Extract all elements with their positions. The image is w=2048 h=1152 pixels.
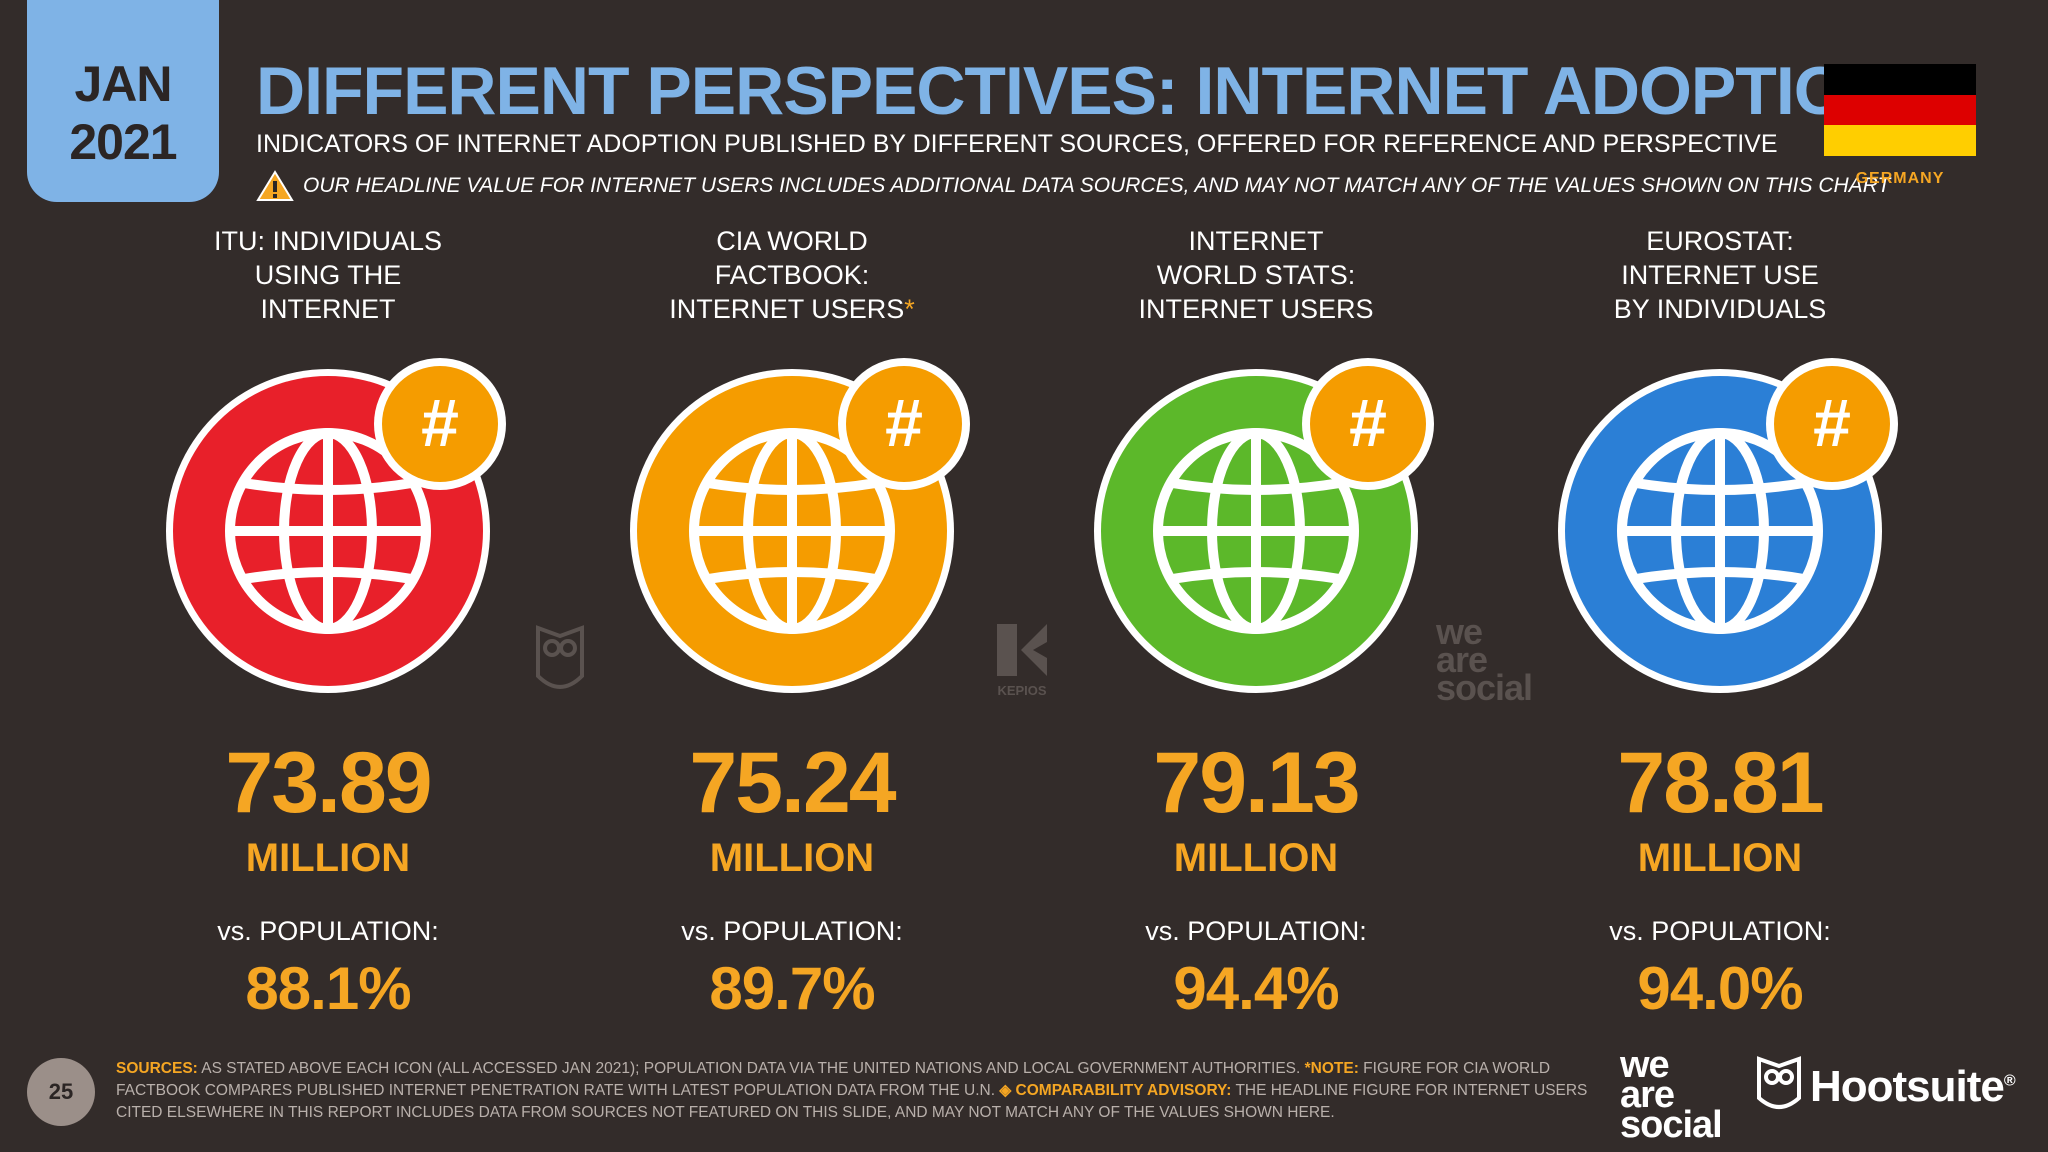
hootsuite-owl-watermark <box>536 625 584 689</box>
column-label-line: INTERNET USERS <box>1138 294 1374 324</box>
footer-sources: SOURCES: AS STATED ABOVE EACH ICON (ALL … <box>116 1058 1596 1124</box>
warning-text: OUR HEADLINE VALUE FOR INTERNET USERS IN… <box>303 174 1891 197</box>
icon-wrap: # <box>118 334 538 694</box>
warning-note: OUR HEADLINE VALUE FOR INTERNET USERS IN… <box>256 170 1890 208</box>
advisory-text: THE HEADLINE FIGURE FOR INTERNET USERS C… <box>116 1082 1588 1121</box>
column-label-text: INTERNET USERS <box>669 294 905 324</box>
column-label: ITU: INDIVIDUALS USING THE INTERNET <box>118 224 538 334</box>
column-label-line: INTERNET USE <box>1621 260 1819 290</box>
asterisk-mark: * <box>904 294 915 324</box>
hash-badge-icon: # <box>421 385 459 461</box>
column-vs-population: vs. POPULATION: <box>217 916 439 946</box>
germany-flag <box>1824 64 1976 156</box>
column-label-line: CIA WORLD <box>716 226 868 256</box>
flag-stripe-red <box>1824 94 1976 126</box>
date-year: 2021 <box>69 114 177 170</box>
column-label-line: BY INDIVIDUALS <box>1613 294 1827 324</box>
globe-icon: # <box>166 358 506 693</box>
indicator-column: ITU: INDIVIDUALS USING THE INTERNET #73.89 M… <box>118 224 538 1022</box>
we-are-social-watermark: we are social <box>1436 611 1533 708</box>
column-vs-population: vs. POPULATION: <box>1609 916 1831 946</box>
column-percentage: 88.1% <box>245 955 411 1022</box>
flag-stripe-black <box>1824 64 1976 95</box>
column-label-line: ITU: INDIVIDUALS <box>213 226 443 256</box>
column-vs-population: vs. POPULATION: <box>681 916 903 946</box>
column-label: CIA WORLD FACTBOOK: INTERNET USERS* <box>582 224 1002 334</box>
kepios-k-icon <box>997 624 1047 676</box>
page-title: DIFFERENT PERSPECTIVES: INTERNET ADOPTIO… <box>256 53 1895 129</box>
hash-badge-icon: # <box>1349 385 1387 461</box>
sources-label: SOURCES: <box>116 1060 198 1077</box>
page-number: 25 <box>27 1058 95 1126</box>
registered-mark: ® <box>2003 1072 2016 1090</box>
column-label-line: EUROSTAT: <box>1646 226 1794 256</box>
was-logo-line: social <box>1620 1104 1723 1146</box>
indicator-column: EUROSTAT: INTERNET USE BY INDIVIDUALS #78.8… <box>1510 224 1930 1022</box>
column-percentage: 94.0% <box>1637 955 1803 1022</box>
icon-wrap: # <box>1510 334 1930 694</box>
column-value: 78.81 <box>1617 735 1824 831</box>
column-label-line: INTERNET USERS* <box>582 292 1002 326</box>
hootsuite-owl-icon <box>1757 1056 1801 1109</box>
column-label: INTERNET WORLD STATS: INTERNET USERS <box>1046 224 1466 334</box>
globe-icon: # <box>630 358 970 693</box>
icon-wrap: # <box>582 334 1002 694</box>
hootsuite-logo: Hootsuite® <box>1752 1056 2022 1116</box>
globe-icon: # <box>1094 358 1434 693</box>
column-value: 75.24 <box>689 735 896 831</box>
date-month: JAN <box>74 56 172 112</box>
kepios-watermark: KEPIOS <box>992 622 1052 698</box>
was-watermark-line: are <box>1436 639 1488 680</box>
note-text: FIGURE FOR CIA WORLD FACTBOOK COMPARES P… <box>116 1060 1551 1099</box>
column-unit: MILLION <box>1173 836 1339 880</box>
indicator-column: CIA WORLD FACTBOOK: INTERNET USERS* #75.24 M… <box>582 224 1002 1022</box>
country-label: GERMANY <box>1855 170 1945 187</box>
hootsuite-wordmark: Hootsuite <box>1810 1062 2005 1111</box>
hash-badge-icon: # <box>885 385 923 461</box>
globe-icon: # <box>1558 358 1898 693</box>
column-label-line: WORLD STATS: <box>1156 260 1356 290</box>
warning-icon <box>256 170 294 201</box>
column-label-line: INTERNET <box>260 294 396 324</box>
sources-text: AS STATED ABOVE EACH ICON (ALL ACCESSED … <box>197 1060 1305 1077</box>
was-logo-line: are <box>1620 1074 1675 1116</box>
column-unit: MILLION <box>1637 836 1803 880</box>
column-vs-population: vs. POPULATION: <box>1145 916 1367 946</box>
we-are-social-logo: we are social <box>1620 1044 1723 1146</box>
column-label-line: USING THE <box>254 260 402 290</box>
kepios-watermark-text: KEPIOS <box>997 683 1047 698</box>
icon-wrap: # <box>1046 334 1466 694</box>
hash-badge-icon: # <box>1813 385 1851 461</box>
column-unit: MILLION <box>245 836 411 880</box>
column-label-line: FACTBOOK: <box>714 260 870 290</box>
advisory-label: ◈ COMPARABILITY ADVISORY: <box>999 1082 1232 1099</box>
indicator-column: INTERNET WORLD STATS: INTERNET USERS #79.13… <box>1046 224 1466 1022</box>
was-watermark-line: we <box>1436 611 1483 652</box>
page-subtitle: INDICATORS OF INTERNET ADOPTION PUBLISHE… <box>256 130 1778 158</box>
date-badge: JAN 2021 <box>27 0 219 202</box>
flag-stripe-gold <box>1824 125 1976 156</box>
column-label: EUROSTAT: INTERNET USE BY INDIVIDUALS <box>1510 224 1930 334</box>
column-percentage: 94.4% <box>1173 955 1339 1022</box>
was-logo-line: we <box>1620 1044 1670 1086</box>
column-unit: MILLION <box>709 836 875 880</box>
column-value: 79.13 <box>1153 735 1360 831</box>
column-percentage: 89.7% <box>709 955 875 1022</box>
note-label: *NOTE: <box>1304 1060 1359 1077</box>
column-value: 73.89 <box>225 735 432 831</box>
column-label-line: INTERNET <box>1188 226 1324 256</box>
was-watermark-line: social <box>1436 667 1533 708</box>
